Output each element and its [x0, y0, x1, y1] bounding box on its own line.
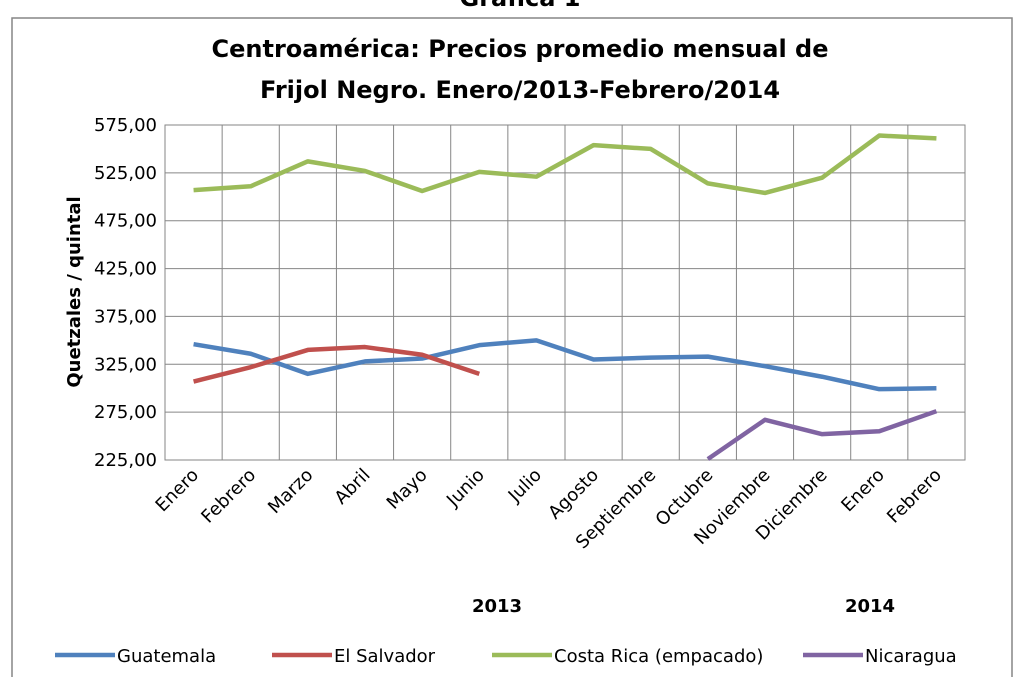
chart-title: Frijol Negro. Enero/2013-Febrero/2014 — [260, 76, 780, 104]
x-group-label: 2014 — [845, 596, 895, 617]
legend-label: El Salvador — [334, 646, 436, 667]
plot-frame — [164, 124, 966, 461]
series-line — [193, 133, 937, 196]
chart-border — [11, 17, 1013, 681]
legend-label: Costa Rica (empacado) — [554, 646, 763, 667]
series-line — [706, 409, 938, 461]
y-tick-label: 475,00 — [94, 211, 157, 232]
series-line — [193, 338, 937, 392]
y-tick-label: 225,00 — [94, 450, 157, 471]
series-line — [193, 344, 481, 384]
x-group-label: 2013 — [472, 596, 522, 617]
y-tick-label: 525,00 — [94, 163, 157, 184]
y-axis-label: Quetzales / quintal — [64, 196, 85, 387]
legend-label: Nicaragua — [865, 646, 957, 667]
chart-title: Centroamérica: Precios promedio mensual … — [212, 35, 829, 63]
y-tick-label: 325,00 — [94, 354, 157, 375]
y-tick-label: 275,00 — [94, 402, 157, 423]
figure-label: Gráfica 1 — [460, 0, 581, 12]
y-tick-label: 375,00 — [94, 306, 157, 327]
legend-label: Guatemala — [117, 646, 216, 667]
y-tick-label: 425,00 — [94, 259, 157, 280]
y-tick-label: 575,00 — [94, 115, 157, 136]
